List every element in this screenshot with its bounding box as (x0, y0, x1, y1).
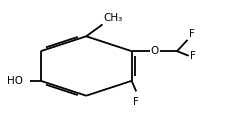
Text: O: O (151, 46, 159, 56)
Text: F: F (190, 51, 196, 61)
Text: F: F (189, 29, 195, 39)
Text: HO: HO (7, 76, 23, 86)
Text: F: F (133, 97, 139, 107)
Text: CH₃: CH₃ (104, 13, 123, 23)
